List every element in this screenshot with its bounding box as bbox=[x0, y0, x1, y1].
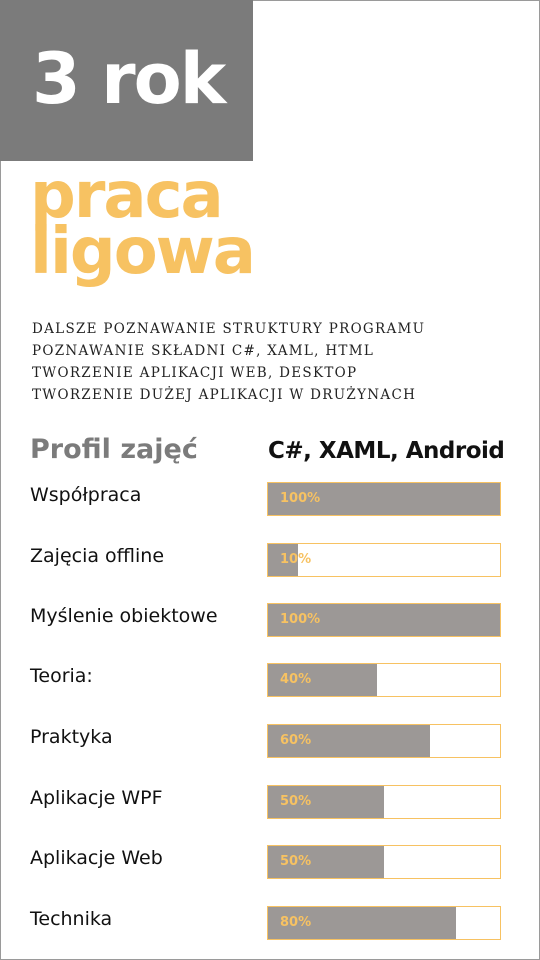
skill-bar: 60% bbox=[267, 724, 501, 758]
skill-percent: 40% bbox=[280, 672, 312, 687]
year-banner: 3 rok bbox=[0, 0, 253, 161]
skill-bar: 100% bbox=[267, 482, 501, 516]
description: DALSZE POZNAWANIE STRUKTURY PROGRAMU POZ… bbox=[32, 318, 425, 406]
skill-percent: 60% bbox=[280, 733, 312, 748]
skill-bar-fill bbox=[268, 604, 500, 636]
skill-bar: 50% bbox=[267, 785, 501, 819]
skill-bar-fill bbox=[268, 544, 299, 576]
skill-row-myslenie-obiektowe: Myślenie obiektowe 100% bbox=[0, 603, 540, 639]
skill-row-praktyka: Praktyka 60% bbox=[0, 724, 540, 760]
skill-bar: 10% bbox=[267, 543, 501, 577]
skill-percent: 100% bbox=[280, 612, 321, 627]
skill-percent: 80% bbox=[280, 915, 312, 930]
technologies: C#, XAML, Android bbox=[268, 438, 505, 464]
headline-line-2: ligowa bbox=[30, 215, 256, 289]
skill-label: Praktyka bbox=[30, 726, 113, 748]
description-line: DALSZE POZNAWANIE STRUKTURY PROGRAMU bbox=[32, 321, 426, 337]
skill-percent: 50% bbox=[280, 854, 312, 869]
skill-label: Aplikacje Web bbox=[30, 847, 163, 869]
skill-label: Technika bbox=[30, 908, 113, 930]
skill-percent: 10% bbox=[280, 552, 312, 567]
skill-label: Aplikacje WPF bbox=[30, 787, 163, 809]
headline-line-1: praca bbox=[30, 159, 224, 233]
skill-bar: 50% bbox=[267, 845, 501, 879]
skill-percent: 100% bbox=[280, 491, 321, 506]
skill-bar-fill bbox=[268, 786, 384, 818]
skill-label: Myślenie obiektowe bbox=[30, 605, 218, 627]
skill-bar-fill bbox=[268, 725, 431, 757]
skill-row-zajecia-offline: Zajęcia offline 10% bbox=[0, 543, 540, 579]
skill-bar-fill bbox=[268, 664, 378, 696]
skill-bar: 40% bbox=[267, 663, 501, 697]
skill-label: Zajęcia offline bbox=[30, 545, 165, 567]
profile-title: Profil zajęć bbox=[30, 434, 198, 465]
skill-label: Teoria: bbox=[30, 665, 93, 687]
skill-bar: 100% bbox=[267, 603, 501, 637]
skill-bar-fill bbox=[268, 483, 500, 515]
headline: praca ligowa bbox=[30, 159, 256, 289]
description-line: TWORZENIE DUŻEJ APLIKACJI W DRUŻYNACH bbox=[32, 387, 417, 403]
skill-label: Współpraca bbox=[30, 484, 142, 506]
skill-row-aplikacje-wpf: Aplikacje WPF 50% bbox=[0, 785, 540, 821]
skill-row-aplikacje-web: Aplikacje Web 50% bbox=[0, 845, 540, 881]
description-line: POZNAWANIE SKŁADNI C#, XAML, HTML bbox=[32, 343, 375, 359]
year-label: 3 rok bbox=[32, 38, 226, 120]
skill-percent: 50% bbox=[280, 794, 312, 809]
skill-row-teoria: Teoria: 40% bbox=[0, 663, 540, 699]
skill-row-wspolpraca: Współpraca 100% bbox=[0, 482, 540, 518]
skill-bar: 80% bbox=[267, 906, 501, 940]
skill-bar-fill bbox=[268, 907, 456, 939]
skill-row-technika: Technika 80% bbox=[0, 906, 540, 942]
description-line: TWORZENIE APLIKACJI WEB, DESKTOP bbox=[32, 365, 358, 381]
skill-bar-fill bbox=[268, 846, 384, 878]
